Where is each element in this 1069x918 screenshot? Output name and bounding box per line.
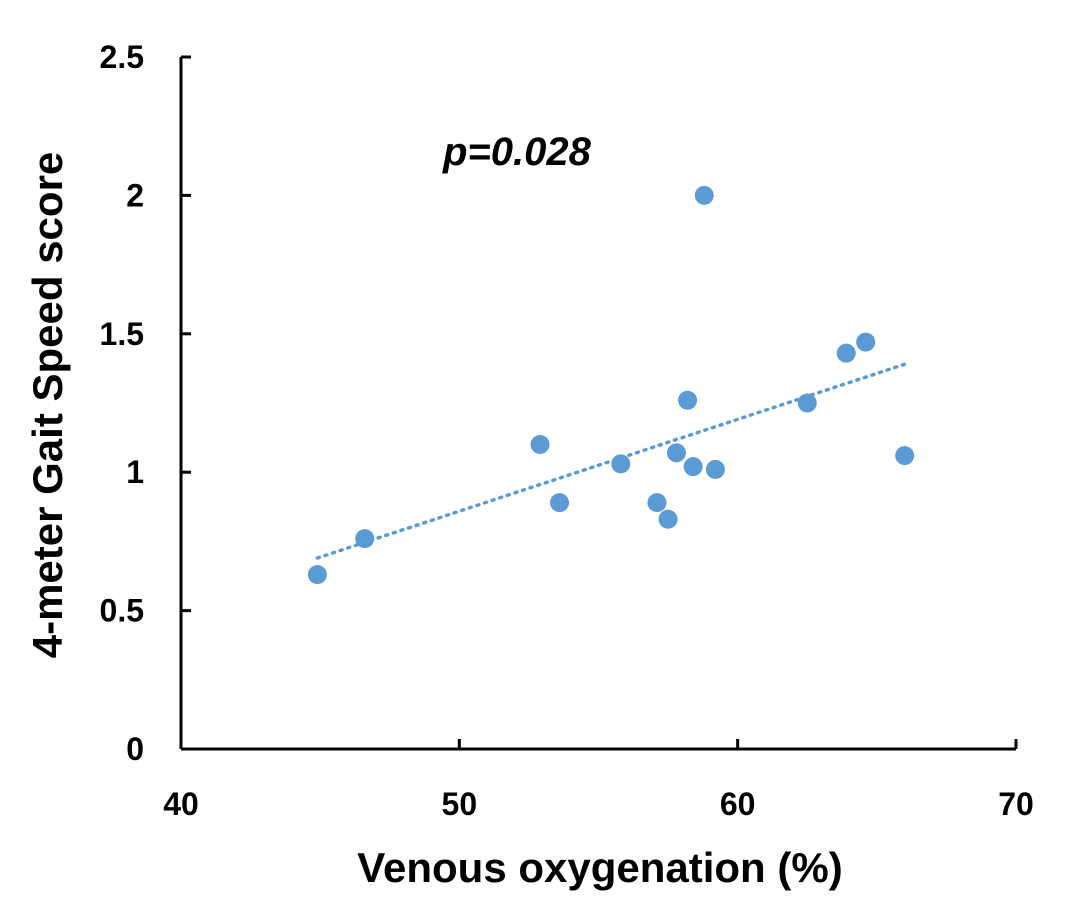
y-tick-label: 2 <box>126 177 144 213</box>
scatter-point <box>666 443 686 463</box>
x-axis-ticks: 40 50 60 70 <box>163 739 1034 822</box>
x-axis-title: Venous oxygenation (%) <box>357 844 842 891</box>
y-axis-title: 4-meter Gait Speed score <box>24 152 71 659</box>
p-value-annotation: p=0.028 <box>442 130 592 174</box>
y-tick-label: 2.5 <box>100 39 144 75</box>
scatter-point <box>694 185 714 205</box>
scatter-point <box>705 459 725 479</box>
scatter-point <box>797 393 817 413</box>
data-points <box>307 185 915 585</box>
scatter-point <box>647 493 667 513</box>
scatter-point <box>678 390 698 410</box>
y-tick-label: 1 <box>126 454 144 490</box>
scatter-point <box>856 332 876 352</box>
scatter-point <box>836 343 856 363</box>
x-tick-label: 50 <box>442 786 478 822</box>
y-tick-label: 0.5 <box>100 593 144 629</box>
scatter-point <box>355 529 375 549</box>
scatter-point <box>550 493 570 513</box>
scatter-point <box>307 565 327 585</box>
scatter-point <box>683 457 703 477</box>
y-axis-ticks: 0 0.5 1 1.5 2 2.5 <box>100 39 191 767</box>
scatter-point <box>611 454 631 474</box>
scatter-point <box>895 446 915 466</box>
x-tick-label: 40 <box>163 786 199 822</box>
trendline-group <box>315 362 907 560</box>
scatter-point <box>530 435 550 455</box>
x-tick-label: 70 <box>998 786 1034 822</box>
trendline <box>315 362 907 560</box>
scatter-point <box>658 509 678 529</box>
y-tick-label: 0 <box>126 731 144 767</box>
x-tick-label: 60 <box>720 786 756 822</box>
axes <box>179 57 1016 751</box>
y-tick-label: 1.5 <box>100 316 144 352</box>
